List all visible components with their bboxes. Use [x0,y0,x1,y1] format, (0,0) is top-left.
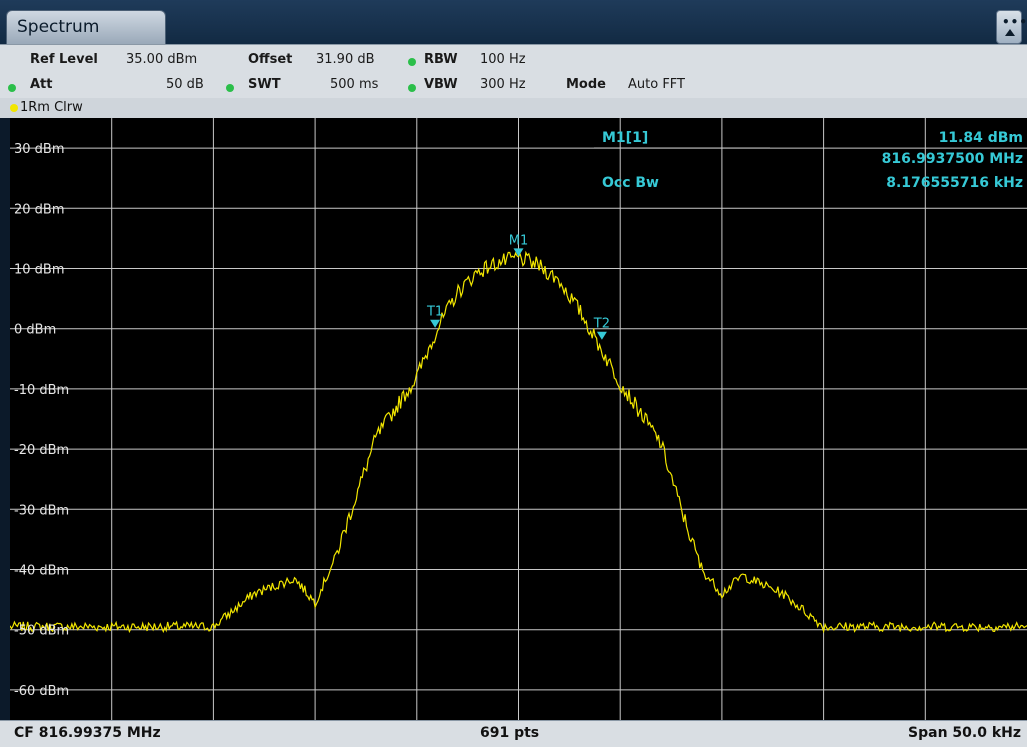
status-bar: CF 816.99375 MHz 691 pts Span 50.0 kHz [0,720,1027,747]
vbw-status-dot [408,84,416,92]
m1-table-label: M1[1] [602,130,648,146]
mode-value[interactable]: Auto FFT [628,77,685,92]
spectrum-plot[interactable]: 30 dBm 20 dBm 10 dBm 0 dBm -10 dBm -20 dBm -30… [10,118,1027,720]
sweep-points-readout: 691 pts [480,725,540,741]
settings-bar: Ref Level 35.00 dBm Offset 31.90 dB RBW … [0,44,1027,99]
marker-m1-label: M1 [509,233,529,248]
occ-bw-label: Occ Bw [602,175,659,191]
m1-frequency-readout: 816.9937500 MHz [882,151,1023,167]
y-tick-label: -30 dBm [14,503,69,518]
center-frequency-readout[interactable]: CF 816.99375 MHz [14,725,161,741]
offset-label: Offset [248,52,293,67]
swt-status-dot [226,84,234,92]
title-bar: Spectrum ••• [0,0,1027,44]
trace-info-row: 1Rm Clrw [0,98,1027,118]
ref-level-label: Ref Level [30,52,98,67]
att-value[interactable]: 50 dB [166,77,204,92]
y-tick-label: 0 dBm [14,323,56,338]
rbw-status-dot [408,58,416,66]
chevron-up-icon [1005,29,1015,36]
y-tick-label: -60 dBm [14,684,69,699]
ref-level-value[interactable]: 35.00 dBm [126,52,198,67]
y-tick-label: 10 dBm [14,263,65,278]
att-label: Att [30,77,53,92]
att-status-dot [8,84,16,92]
marker-t1-label: T1 [426,305,443,320]
mode-label: Mode [566,77,606,92]
y-tick-label: -10 dBm [14,383,69,398]
y-tick-label: -40 dBm [14,564,69,579]
menu-button[interactable]: ••• [996,10,1027,44]
trace-label: 1Rm Clrw [20,100,83,115]
m1-level-readout: 11.84 dBm [939,130,1023,146]
occ-bw-value: 8.176555716 kHz [886,175,1023,191]
spectrum-chart-svg: 30 dBm 20 dBm 10 dBm 0 dBm -10 dBm -20 dBm -30… [10,118,1027,720]
marker-t1-icon[interactable] [430,319,441,328]
marker-t2-icon[interactable] [596,331,607,340]
spectrum-tab-label: Spectrum [17,17,100,37]
span-readout[interactable]: Span 50.0 kHz [908,725,1021,741]
y-tick-label: 30 dBm [14,142,65,157]
rbw-label: RBW [424,52,458,67]
rbw-value[interactable]: 100 Hz [480,52,526,67]
y-tick-label: -20 dBm [14,443,69,458]
offset-value[interactable]: 31.90 dB [316,52,375,67]
trace-color-dot [10,104,18,112]
y-tick-label: -50 dBm [14,624,69,639]
swt-value[interactable]: 500 ms [330,77,379,92]
marker-t2-label: T2 [593,317,610,332]
swt-label: SWT [248,77,281,92]
marker-m1-icon[interactable] [513,248,524,257]
spectrum-tab[interactable]: Spectrum [6,10,166,44]
trace-1-line [10,250,1027,634]
vbw-label: VBW [424,77,458,92]
vbw-value[interactable]: 300 Hz [480,77,526,92]
y-tick-label: 20 dBm [14,202,65,217]
more-icon: ••• [1002,15,1027,29]
